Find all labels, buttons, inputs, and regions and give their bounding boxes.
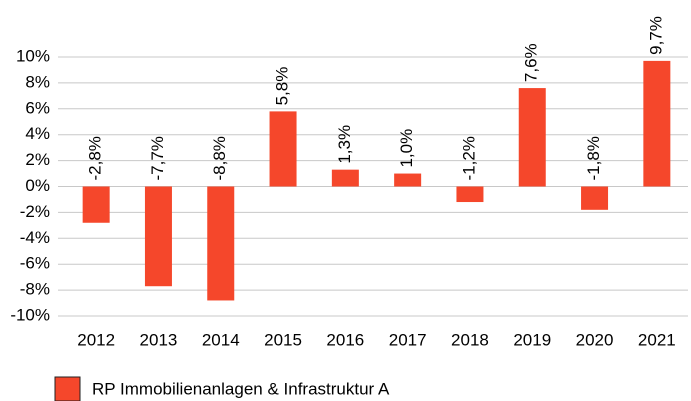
x-tick-label: 2018 bbox=[451, 330, 489, 349]
bar bbox=[394, 173, 422, 187]
x-tick-label: 2012 bbox=[77, 330, 115, 349]
y-tick-label: -10% bbox=[10, 305, 50, 324]
value-label: 1,3% bbox=[335, 125, 354, 164]
bar bbox=[518, 88, 546, 187]
value-label: 1,0% bbox=[397, 129, 416, 168]
x-tick-label: 2013 bbox=[140, 330, 178, 349]
legend-swatch bbox=[54, 376, 81, 401]
x-tick-label: 2016 bbox=[326, 330, 364, 349]
bar bbox=[82, 186, 110, 223]
bar bbox=[207, 186, 235, 301]
value-label: -2,8% bbox=[86, 136, 105, 180]
bar bbox=[144, 186, 172, 287]
y-tick-label: 6% bbox=[25, 98, 50, 117]
x-tick-label: 2021 bbox=[638, 330, 676, 349]
x-tick-label: 2014 bbox=[202, 330, 240, 349]
y-tick-label: -4% bbox=[20, 228, 50, 247]
x-tick-label: 2019 bbox=[513, 330, 551, 349]
value-label: 7,6% bbox=[522, 43, 541, 82]
x-tick-label: 2015 bbox=[264, 330, 302, 349]
value-label: 9,7% bbox=[646, 16, 665, 55]
y-tick-label: 10% bbox=[16, 46, 50, 65]
bar bbox=[581, 186, 609, 210]
y-tick-label: -8% bbox=[20, 280, 50, 299]
value-label: -1,2% bbox=[459, 136, 478, 180]
bar bbox=[456, 186, 484, 203]
bar bbox=[331, 169, 359, 187]
x-tick-label: 2020 bbox=[576, 330, 614, 349]
bar bbox=[269, 111, 297, 187]
value-label: -8,8% bbox=[210, 136, 229, 180]
x-tick-label: 2017 bbox=[389, 330, 427, 349]
value-label: -1,8% bbox=[584, 136, 603, 180]
value-label: 5,8% bbox=[273, 67, 292, 106]
y-tick-label: 2% bbox=[25, 150, 50, 169]
y-tick-label: 0% bbox=[25, 176, 50, 195]
y-tick-label: 8% bbox=[25, 72, 50, 91]
legend-label: RP Immobilienanlagen & Infrastruktur A bbox=[92, 379, 390, 398]
y-tick-label: -6% bbox=[20, 254, 50, 273]
value-label: -7,7% bbox=[148, 136, 167, 180]
y-tick-label: -2% bbox=[20, 202, 50, 221]
bar bbox=[643, 60, 671, 187]
y-tick-label: 4% bbox=[25, 124, 50, 143]
